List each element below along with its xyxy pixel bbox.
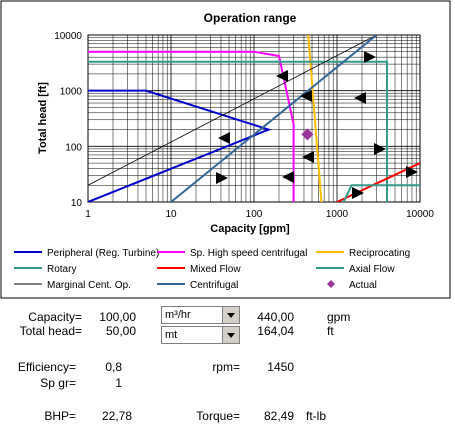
- torque-unit: ft-lb: [306, 409, 327, 423]
- capacity-converted-value: 440,00: [257, 310, 294, 324]
- head-value[interactable]: 50,00: [105, 324, 136, 338]
- legend-label: Reciprocating: [349, 248, 410, 259]
- arrow-marker: [354, 92, 366, 104]
- legend-label: Rotary: [47, 264, 76, 275]
- torque-label: Torque=: [196, 409, 240, 423]
- arrow-marker: [302, 151, 314, 163]
- arrow-marker: [406, 166, 418, 178]
- legend-label: Actual: [349, 280, 377, 291]
- capacity-value[interactable]: 100,00: [99, 310, 136, 324]
- series-line-rotary: [88, 60, 388, 202]
- actual-point-marker: [301, 128, 314, 141]
- direction-arrows: [216, 51, 418, 199]
- y-axis-label: Total head [ft]: [37, 82, 49, 154]
- arrow-marker: [276, 70, 288, 82]
- efficiency-label: Efficiency=: [17, 360, 76, 374]
- y-tick-label: 10000: [54, 31, 82, 42]
- arrow-marker: [216, 172, 228, 184]
- arrow-marker: [352, 187, 364, 199]
- x-axis-label: Capacity [gpm]: [210, 223, 290, 235]
- chart-legend: Peripheral (Reg. Turbine) Sp. High speed …: [14, 248, 410, 291]
- chart-title: Operation range: [204, 11, 297, 25]
- x-tick-label: 10000: [406, 209, 434, 220]
- legend-label: Peripheral (Reg. Turbine): [47, 248, 159, 259]
- rpm-label: rpm=: [212, 360, 240, 374]
- legend-label: Sp. High speed centrifugal: [190, 248, 307, 259]
- series-line-peripheral-reg-turbine: [88, 89, 272, 202]
- rpm-value[interactable]: 1450: [267, 360, 294, 374]
- series-line-centrifugal: [170, 35, 378, 202]
- x-tick-label: 1: [85, 209, 91, 220]
- capacity-unit-value: m³/hr: [165, 309, 191, 321]
- series-line-reciprocating: [307, 35, 323, 202]
- bhp-label: BHP=: [44, 409, 76, 423]
- legend-label: Mixed Flow: [190, 264, 241, 275]
- chevron-down-icon[interactable]: [222, 307, 239, 323]
- head-unit-value: mt: [165, 329, 178, 341]
- legend-marker: [327, 280, 335, 288]
- x-tick-label: 1000: [326, 209, 349, 220]
- series-lines: [88, 35, 420, 202]
- chevron-down-icon[interactable]: [222, 327, 239, 343]
- head-converted-value: 164,04: [257, 324, 294, 338]
- series-line-marginal-cent-op: [88, 35, 377, 186]
- capacity-converted-unit: gpm: [327, 310, 351, 324]
- arrow-marker: [364, 51, 376, 63]
- x-tick-label: 10: [165, 209, 177, 220]
- operation-range-chart: Operation range 1 10 100 1000 10000101001000…: [0, 0, 451, 299]
- y-tick-label: 10: [71, 198, 83, 209]
- arrow-marker: [218, 132, 230, 144]
- legend-label: Marginal Cent. Op.: [47, 280, 131, 291]
- y-tick-label: 1000: [60, 87, 83, 98]
- legend-label: Centrifugal: [190, 280, 238, 291]
- y-tick-label: 100: [65, 142, 82, 153]
- bhp-value: 22,78: [101, 409, 132, 423]
- head-label: Total head=: [19, 324, 82, 338]
- spgr-value[interactable]: 1: [115, 376, 122, 390]
- capacity-unit-select[interactable]: m³/hr: [161, 306, 240, 324]
- series-line-axial-flow: [342, 184, 420, 202]
- arrow-marker: [374, 143, 386, 155]
- capacity-label: Capacity=: [28, 310, 82, 324]
- efficiency-value[interactable]: 0,8: [105, 360, 122, 374]
- head-converted-unit: ft: [327, 324, 334, 338]
- spgr-label: Sp gr=: [40, 376, 76, 390]
- series-line-sp-high-speed-centrifugal: [88, 50, 295, 202]
- head-unit-select[interactable]: mt: [161, 326, 240, 344]
- legend-label: Axial Flow: [349, 264, 395, 275]
- plot-area-border: [87, 34, 421, 203]
- x-tick-label: 100: [246, 209, 263, 220]
- arrow-marker: [282, 171, 294, 183]
- arrow-marker: [300, 90, 312, 102]
- torque-value: 82,49: [263, 409, 294, 423]
